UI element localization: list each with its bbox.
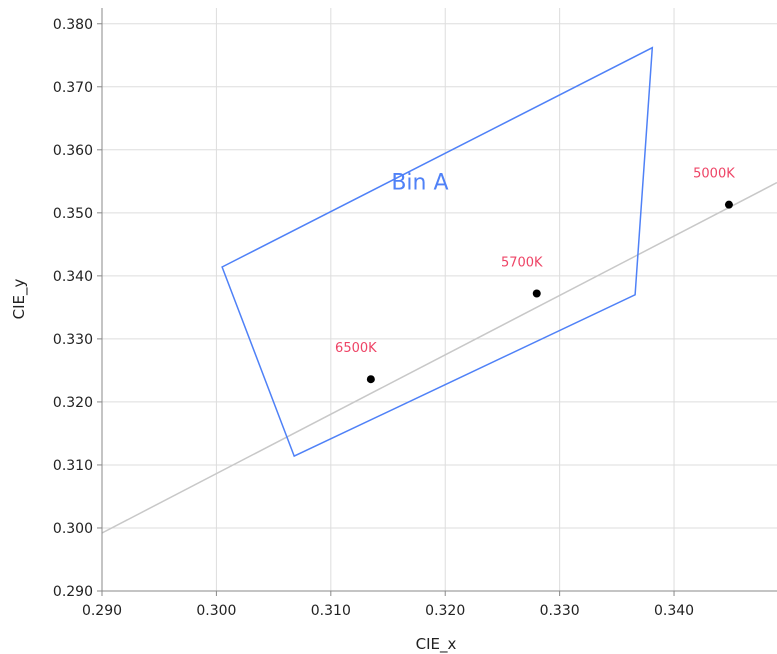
point-label-6500k: 6500K <box>335 341 377 356</box>
bin-region-layer: Bin A <box>221 46 654 458</box>
reference-line <box>101 181 777 534</box>
x-tick-label: 0.340 <box>654 603 694 619</box>
y-tick-label: 0.340 <box>53 269 93 285</box>
x-tick-label: 0.290 <box>82 603 122 619</box>
bin-a-label: Bin A <box>391 170 448 195</box>
grid <box>102 8 777 591</box>
x-tick-label: 0.330 <box>540 603 580 619</box>
axes <box>97 8 777 596</box>
y-tick-label: 0.330 <box>53 332 93 348</box>
y-tick-label: 0.380 <box>53 17 93 33</box>
y-tick-label: 0.360 <box>53 143 93 159</box>
x-tick-label: 0.320 <box>425 603 465 619</box>
y-tick-label: 0.320 <box>53 395 93 411</box>
y-tick-label: 0.290 <box>53 584 93 600</box>
x-tick-label: 0.300 <box>196 603 236 619</box>
x-axis-title: CIE_x <box>416 635 457 654</box>
y-tick-label: 0.370 <box>53 80 93 96</box>
points-layer: 6500K 5700K 5000K <box>335 167 735 384</box>
point-5700k <box>532 289 541 298</box>
y-tick-label: 0.350 <box>53 206 93 222</box>
tick-labels: 0.290 0.300 0.310 0.320 0.330 0.340 0.290 0.300… <box>53 17 694 619</box>
y-tick-label: 0.310 <box>53 458 93 474</box>
bin-a-polygon <box>221 46 654 458</box>
x-tick-label: 0.310 <box>311 603 351 619</box>
y-axis-title: CIE_y <box>10 279 29 320</box>
point-label-5000k: 5000K <box>693 167 735 182</box>
planckian-line-layer <box>101 181 777 534</box>
point-5000k <box>724 200 733 209</box>
point-label-5700k: 5700K <box>501 256 543 271</box>
y-tick-label: 0.300 <box>53 521 93 537</box>
point-6500k <box>366 375 375 384</box>
